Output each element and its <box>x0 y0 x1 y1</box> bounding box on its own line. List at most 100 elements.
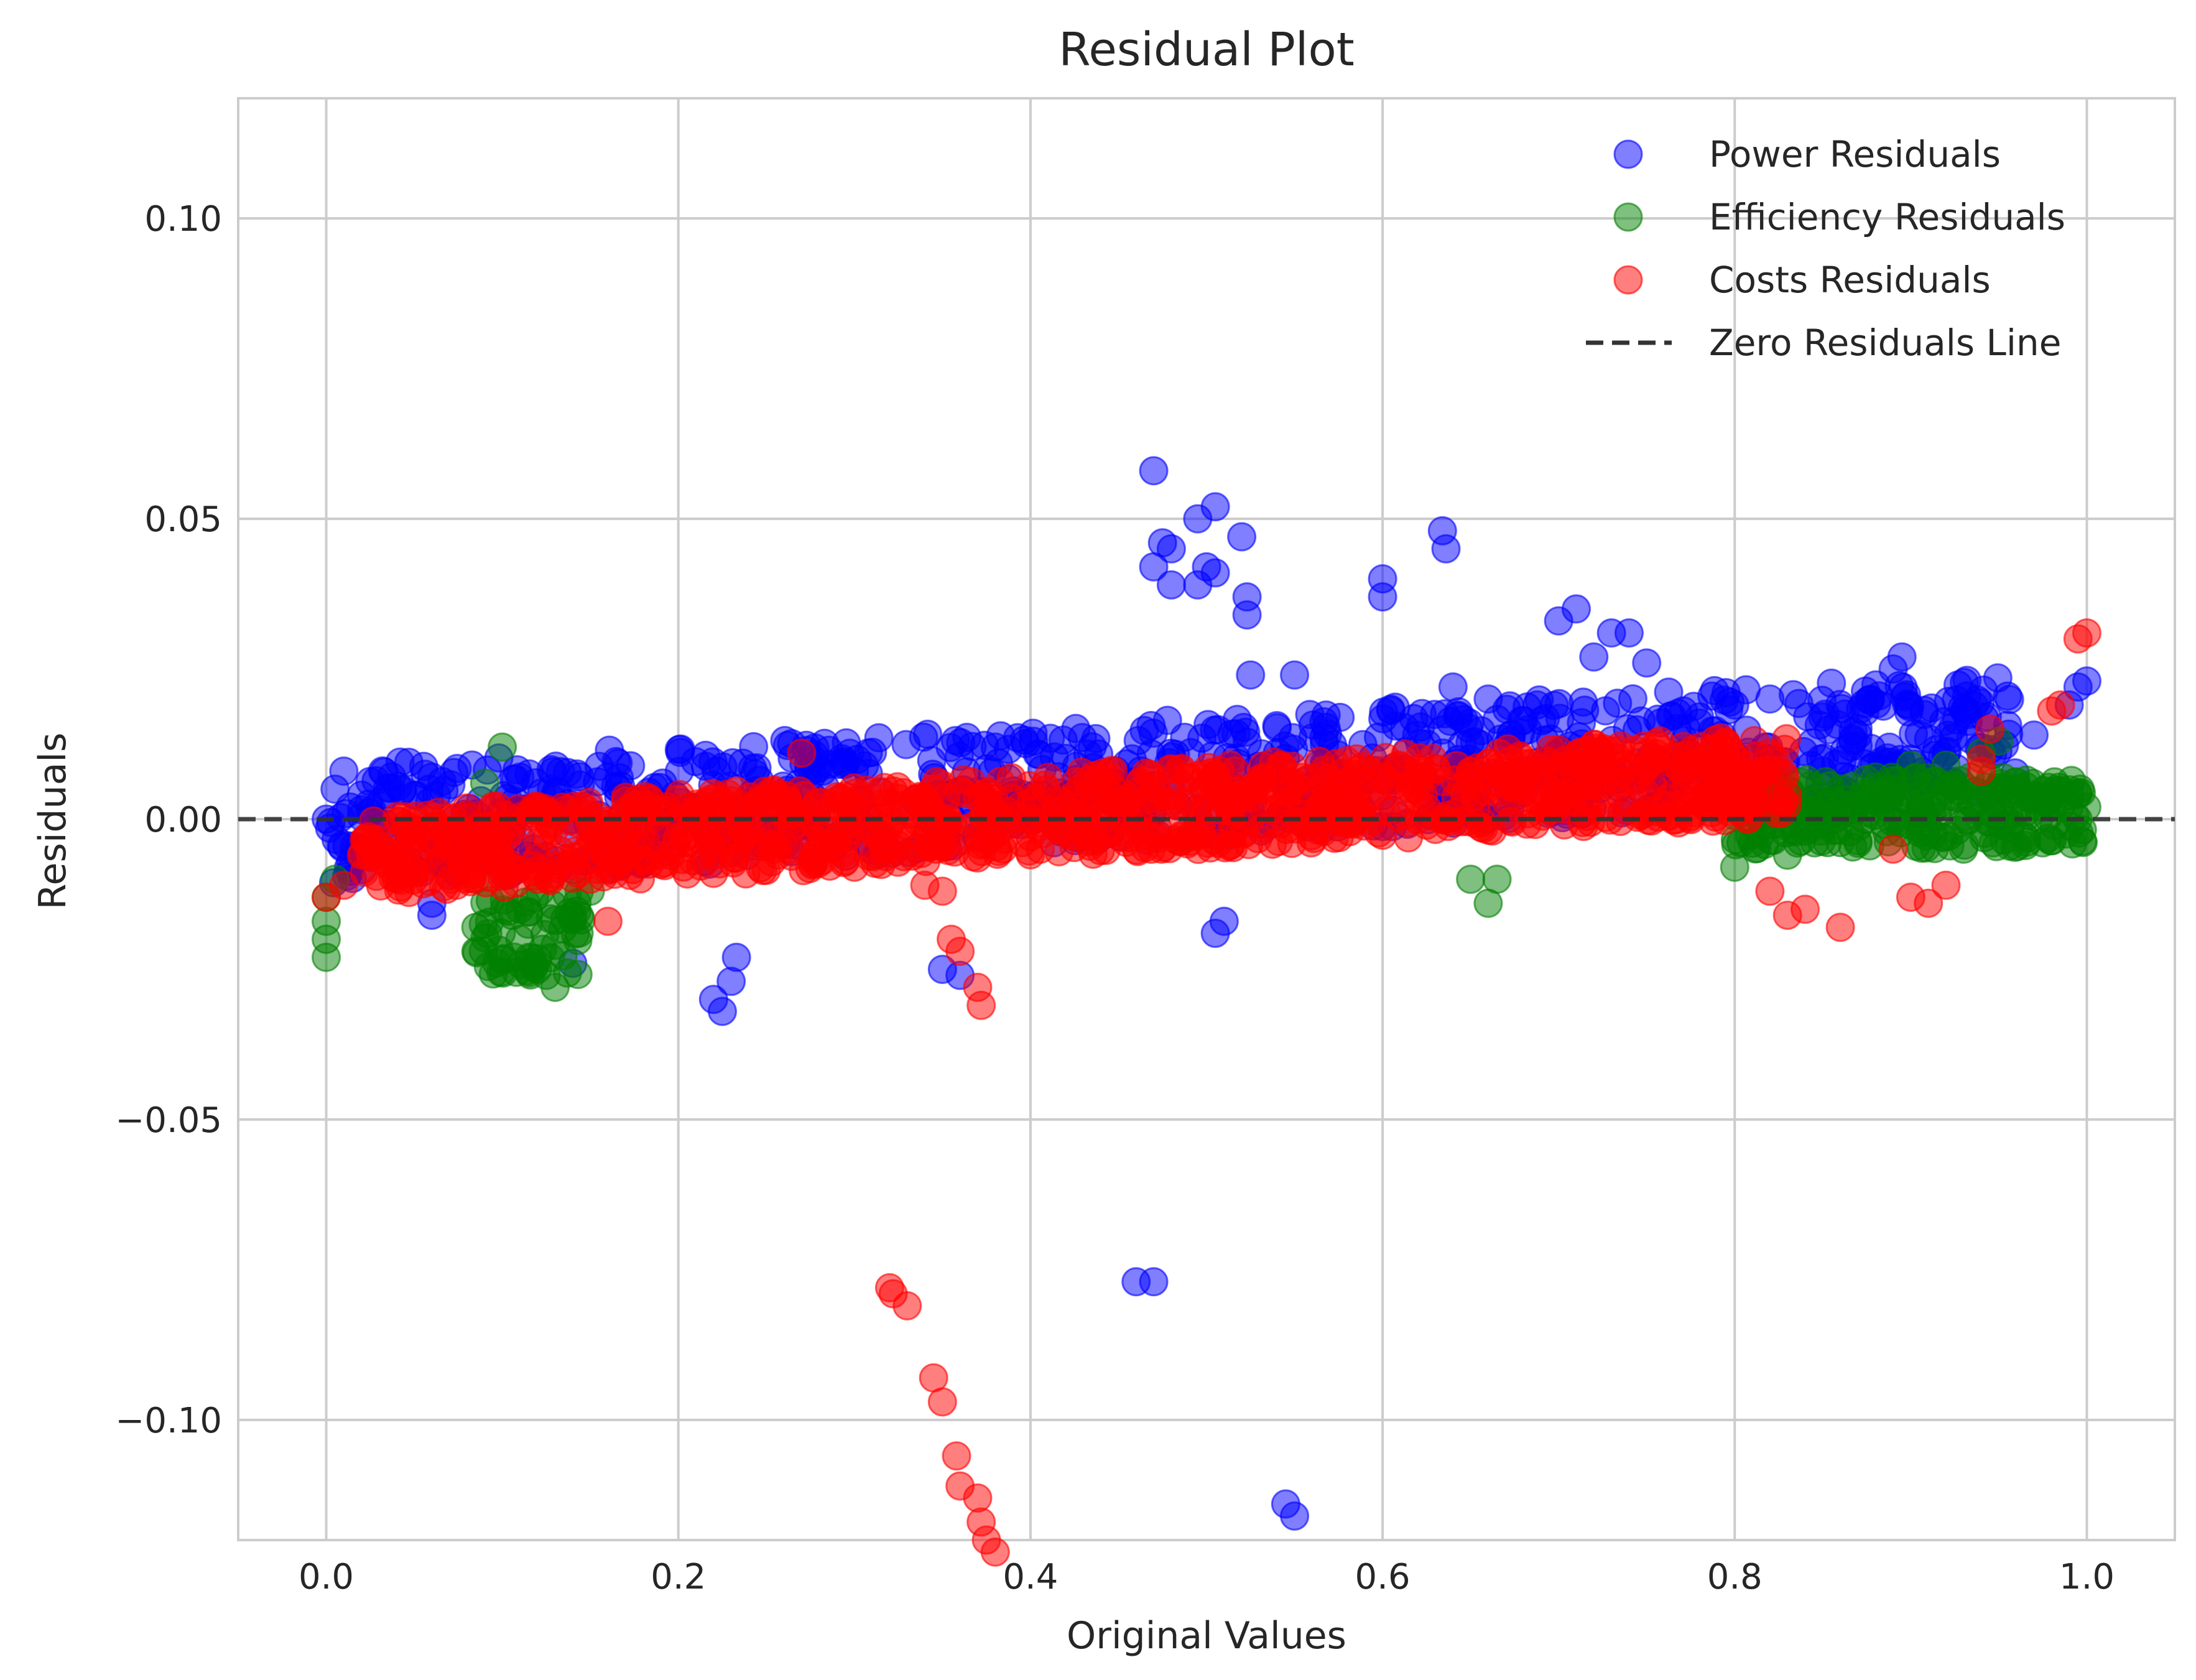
efficiency-residual-point <box>488 732 517 762</box>
costs-residual-point <box>1332 768 1362 798</box>
costs-residual-point <box>329 870 359 900</box>
costs-residual-point <box>1420 814 1450 844</box>
costs-residual-point <box>471 868 501 898</box>
costs-residual-point <box>1403 762 1433 792</box>
power-residual-point <box>721 942 751 972</box>
costs-residual-point <box>1513 799 1543 828</box>
costs-residual-point <box>626 864 656 894</box>
efficiency-residual-point <box>1456 865 1486 894</box>
power-residual-point <box>891 730 921 759</box>
x-tick-label: 0.4 <box>1003 1557 1058 1597</box>
costs-residual-point <box>1772 780 1802 810</box>
costs-residual-point <box>983 839 1012 869</box>
power-residual-point <box>1369 697 1399 727</box>
y-tick-label: 0.10 <box>144 199 222 239</box>
x-tick-label: 0.8 <box>1707 1557 1763 1597</box>
power-residual-point <box>1568 687 1598 717</box>
legend-label: Power Residuals <box>1709 133 2001 175</box>
costs-residual-point <box>1755 876 1785 906</box>
costs-residual-point <box>883 772 912 802</box>
power-residual-point <box>1368 582 1397 612</box>
power-residual-point <box>1262 711 1292 741</box>
costs-residual-point <box>1079 761 1109 791</box>
power-residual-point <box>1139 456 1169 486</box>
costs-residual-point <box>807 821 837 851</box>
costs-residual-point <box>934 835 963 865</box>
x-tick-label: 1.0 <box>2059 1557 2115 1597</box>
power-residual-point <box>1236 660 1266 690</box>
costs-residual-point <box>1685 744 1715 774</box>
power-residual-point <box>690 751 720 781</box>
costs-residual-point <box>1447 807 1477 837</box>
efficiency-residual-point <box>540 930 570 960</box>
x-tick-label: 0.2 <box>651 1557 706 1597</box>
power-residual-point <box>593 762 623 792</box>
power-residual-point <box>346 780 376 810</box>
costs-residual-point <box>1280 768 1310 798</box>
costs-residual-point <box>1791 894 1820 924</box>
costs-residual-point <box>1393 808 1423 838</box>
costs-residual-point <box>1975 714 2005 744</box>
data-points <box>312 456 2101 1567</box>
power-residual-point <box>442 754 472 784</box>
power-residual-point <box>1453 713 1483 743</box>
costs-residual-point <box>1456 756 1486 786</box>
costs-residual-point <box>1720 744 1749 774</box>
power-residual-point <box>417 762 447 792</box>
efficiency-residual-point <box>558 901 588 930</box>
costs-residual-point <box>1272 815 1302 845</box>
power-residual-point <box>1614 618 1644 648</box>
power-residual-point <box>1407 698 1437 728</box>
power-residual-point <box>1438 672 1468 702</box>
power-residual-point <box>1887 642 1917 672</box>
costs-residual-point <box>1192 780 1221 810</box>
power-residual-point <box>952 723 982 753</box>
costs-residual-point <box>1349 811 1379 841</box>
y-tick-label: −0.10 <box>115 1401 222 1441</box>
legend-marker <box>1613 139 1643 169</box>
costs-residual-point <box>1296 828 1326 858</box>
costs-residual-point <box>968 781 998 811</box>
costs-residual-point <box>1967 756 1996 786</box>
power-residual-point <box>1229 712 1259 742</box>
efficiency-residual-point <box>1738 828 1767 858</box>
power-residual-point <box>1579 642 1609 672</box>
costs-residual-point <box>1712 774 1742 804</box>
costs-residual-point <box>822 782 851 812</box>
costs-residual-point <box>1125 767 1155 797</box>
power-residual-point <box>1139 1267 1169 1297</box>
efficiency-residual-point <box>1896 750 1925 780</box>
costs-residual-point <box>942 1441 971 1471</box>
y-tick-label: 0.00 <box>144 800 222 840</box>
costs-residual-point <box>1738 791 1767 820</box>
efficiency-residual-point <box>1931 750 1961 780</box>
costs-residual-point <box>1136 834 1166 864</box>
power-residual-point <box>1200 492 1230 522</box>
costs-residual-point <box>751 855 781 885</box>
legend-label: Costs Residuals <box>1709 259 1991 301</box>
y-axis-label: Residuals <box>31 733 75 910</box>
power-residual-point <box>505 762 535 792</box>
power-residual-point <box>1431 534 1461 564</box>
power-residual-point <box>1280 1501 1310 1531</box>
power-residual-point <box>1561 594 1591 624</box>
costs-residual-point <box>963 1483 993 1513</box>
x-axis-ticks: 0.0 0.2 0.4 0.6 0.8 1.0 <box>299 1557 2115 1597</box>
x-tick-label: 0.6 <box>1355 1557 1411 1597</box>
costs-residual-point <box>394 853 424 883</box>
power-residual-point <box>980 732 1010 762</box>
power-residual-point <box>1311 700 1341 730</box>
power-residual-point <box>1965 688 1995 718</box>
costs-residual-point <box>1632 750 1662 780</box>
costs-residual-point <box>522 865 552 894</box>
efficiency-residual-point <box>1791 816 1820 846</box>
power-residual-point <box>1138 718 1168 748</box>
power-residual-point <box>716 967 746 996</box>
costs-residual-point <box>1544 756 1573 786</box>
efficiency-residual-point <box>1720 852 1749 882</box>
power-residual-point <box>1539 690 1569 720</box>
power-residual-point <box>1232 600 1262 630</box>
y-tick-label: 0.05 <box>144 499 222 540</box>
costs-residual-point <box>1825 912 1855 942</box>
costs-residual-point <box>1706 723 1736 753</box>
